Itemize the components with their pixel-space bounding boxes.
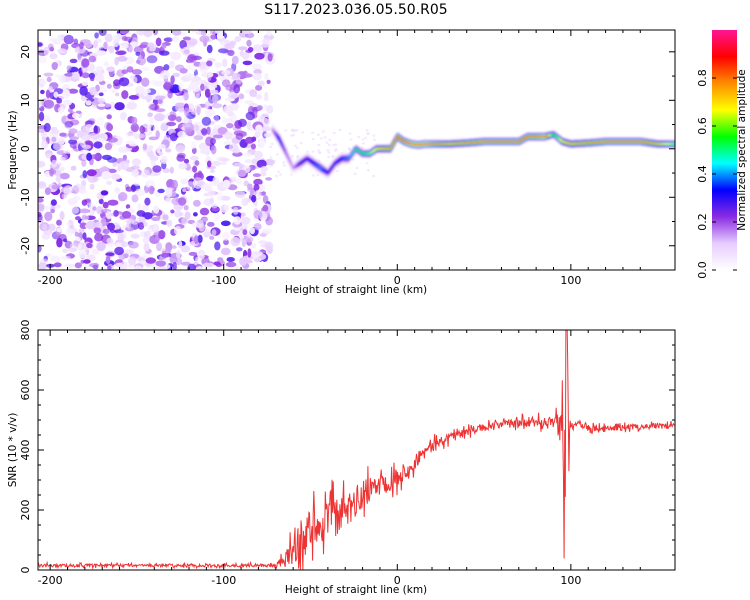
snr-y-axis-label: SNR (10 * v/v) <box>7 413 19 488</box>
snr-series-line <box>38 330 675 570</box>
snr-frame <box>37 329 676 571</box>
spectrogram-x-tick-label: 0 <box>394 274 401 287</box>
colorbar-tick-label: 0.6 <box>696 117 709 135</box>
snr-x-tick-label: -100 <box>211 574 236 587</box>
colorbar-label: Normalized spectral amplitude <box>736 69 748 230</box>
spectrogram-y-tick-label: -20 <box>19 237 32 255</box>
spectrogram-y-tick-label: 0 <box>19 145 32 152</box>
snr-x-tick-label: 0 <box>394 574 401 587</box>
spectrogram-y-tick-label: -10 <box>19 188 32 206</box>
spectrogram-y-axis-label: Frequency (Hz) <box>7 110 19 189</box>
spectrogram-x-tick-label: 100 <box>560 274 581 287</box>
snr-y-tick-label: 600 <box>19 380 32 401</box>
snr-y-tick-label: 200 <box>19 500 32 521</box>
colorbar-gradient <box>712 30 737 270</box>
snr-y-tick-label: 0 <box>19 567 32 574</box>
figure-title: S117.2023.036.05.50.R05 <box>264 2 447 18</box>
snr-x-tick-label: -200 <box>38 574 63 587</box>
spectrogram-x-tick-label: -200 <box>38 274 63 287</box>
colorbar-tick-label: 0.0 <box>696 261 709 279</box>
spectrogram-x-tick-label: -100 <box>211 274 236 287</box>
snr-y-tick-label: 800 <box>19 320 32 341</box>
snr-x-tick-label: 100 <box>560 574 581 587</box>
colorbar-tick-label: 0.2 <box>696 213 709 231</box>
spectrogram-x-axis-label: Height of straight line (km) <box>285 284 427 296</box>
snr-x-axis-label: Height of straight line (km) <box>285 584 427 596</box>
noise-speckle <box>38 30 376 270</box>
colorbar-tick-label: 0.8 <box>696 69 709 87</box>
colorbar: 0.0 0.2 0.4 0.6 0.8 Normalized spectral ampl… <box>696 30 748 279</box>
spectrogram-frame <box>37 29 676 271</box>
signal-ridge <box>271 123 675 179</box>
spectrogram-y-tick-label: 20 <box>19 45 32 59</box>
spectrogram-y-tick-label: 10 <box>19 93 32 107</box>
colorbar-tick-label: 0.4 <box>696 165 709 183</box>
snr-panel: -200 -100 0 100 0 200 400 600 800 Height of stra… <box>7 320 676 596</box>
snr-y-tick-label: 400 <box>19 440 32 461</box>
